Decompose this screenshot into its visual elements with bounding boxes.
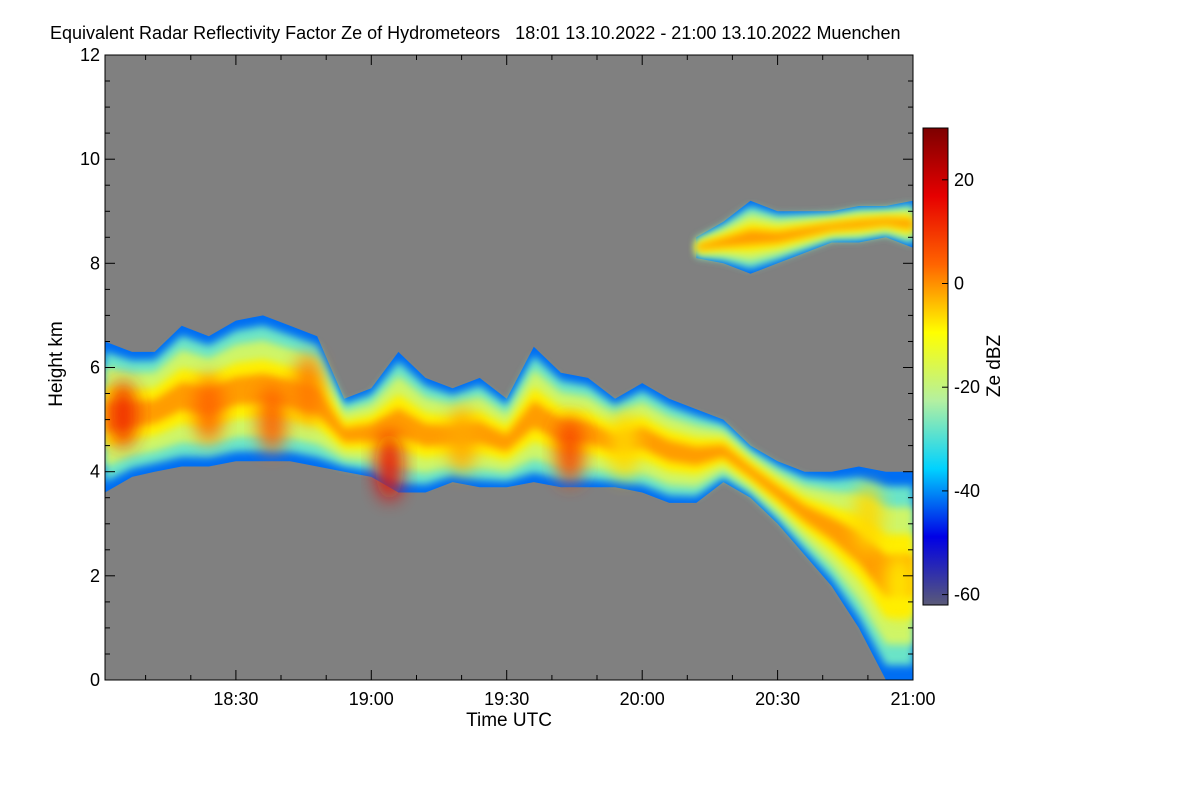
reflectivity-core [258, 385, 286, 454]
y-tick-label: 6 [90, 358, 100, 378]
y-tick-label: 2 [90, 566, 100, 586]
colorbar-label: Ze dBZ [984, 334, 1005, 397]
reflectivity-core [375, 432, 404, 501]
data-area [105, 200, 913, 680]
colorbar-tick-label: -60 [954, 585, 980, 605]
x-axis: 18:30 19:00 19:30 20:00 20:30 21:00 [145, 55, 936, 709]
y-axis: 0 2 4 6 8 10 12 [80, 45, 913, 690]
y-axis-label: Height km [46, 321, 67, 407]
cloud-layer-0-band-3 [105, 359, 913, 618]
y-tick-label: 4 [90, 462, 100, 482]
x-tick-label: 20:00 [620, 689, 665, 709]
colorbar-ticks: 20 0 -20 -40 -60 [942, 170, 980, 605]
reflectivity-core [555, 416, 584, 485]
reflectivity-core [447, 406, 476, 475]
y-tick-label: 0 [90, 670, 100, 690]
x-tick-label: 21:00 [890, 689, 935, 709]
x-tick-label: 19:00 [349, 689, 394, 709]
reflectivity-core [610, 411, 639, 480]
x-axis-label: Time UTC [466, 710, 552, 731]
cloud-layer-1-band-4 [696, 218, 913, 250]
reflectivity-core [885, 552, 913, 621]
colorbar-tick-label: 0 [954, 274, 964, 294]
colorbar [922, 127, 949, 606]
colorbar-tick-label: 20 [954, 170, 974, 190]
y-tick-label: 10 [80, 149, 100, 169]
reflectivity-core [853, 484, 882, 553]
x-tick-label: 19:30 [484, 689, 529, 709]
colorbar-tick-label: -20 [954, 377, 980, 397]
reflectivity-core [109, 380, 138, 449]
chart-title: Equivalent Radar Reflectivity Factor Ze … [50, 23, 901, 43]
colorbar-tick-label: -40 [954, 481, 980, 501]
reflectivity-core [294, 354, 323, 423]
cloud-layer-0-band-4 [105, 373, 913, 597]
x-tick-label: 20:30 [755, 689, 800, 709]
y-tick-label: 12 [80, 45, 100, 65]
y-tick-label: 8 [90, 253, 100, 273]
x-tick-label: 18:30 [213, 689, 258, 709]
reflectivity-core [194, 375, 223, 444]
